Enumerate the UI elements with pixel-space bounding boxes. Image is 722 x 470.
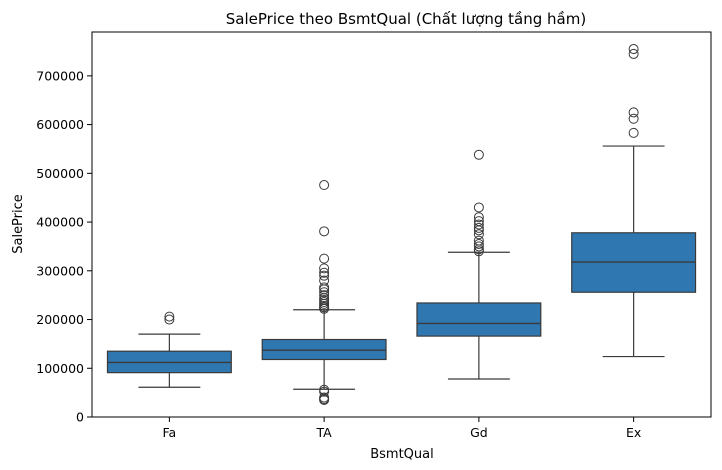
outlier-point bbox=[319, 282, 330, 293]
iqr-box bbox=[261, 338, 387, 361]
outlier-point bbox=[473, 149, 484, 160]
y-tick-label: 300000 bbox=[36, 263, 84, 278]
outlier-point bbox=[628, 113, 639, 124]
outlier-point bbox=[319, 226, 330, 237]
outlier-point bbox=[473, 241, 484, 252]
outlier-point bbox=[473, 238, 484, 249]
outlier-point bbox=[319, 392, 330, 403]
plot-area bbox=[106, 44, 697, 405]
outlier-point bbox=[628, 44, 639, 55]
y-tick-label: 700000 bbox=[36, 68, 84, 83]
x-tick-label: Fa bbox=[163, 425, 177, 440]
outlier-point bbox=[473, 212, 484, 223]
outlier-point bbox=[628, 107, 639, 118]
outlier-point bbox=[319, 263, 330, 274]
x-tick-label: Ex bbox=[626, 425, 641, 440]
chart-title: SalePrice theo BsmtQual (Chất lượng tầng… bbox=[226, 10, 586, 28]
outlier-point bbox=[164, 314, 175, 325]
outlier-point bbox=[319, 290, 330, 301]
y-tick-label: 600000 bbox=[36, 117, 84, 132]
box-Fa bbox=[106, 311, 232, 388]
outlier-point bbox=[319, 180, 330, 191]
outlier-point bbox=[473, 216, 484, 227]
outlier-point bbox=[319, 270, 330, 281]
y-tick-label: 100000 bbox=[36, 361, 84, 376]
y-tick-label: 400000 bbox=[36, 215, 84, 230]
outlier-point bbox=[319, 253, 330, 264]
outlier-point bbox=[473, 235, 484, 246]
outlier-point bbox=[473, 222, 484, 233]
x-tick-label: TA bbox=[316, 425, 333, 440]
y-tick-label: 500000 bbox=[36, 166, 84, 181]
plot-frame bbox=[91, 31, 712, 418]
outlier-point bbox=[319, 287, 330, 298]
outlier-point bbox=[628, 48, 639, 59]
outlier-point bbox=[319, 275, 330, 286]
box-Ex bbox=[571, 44, 697, 358]
x-axis-label: BsmtQual bbox=[370, 447, 434, 462]
outlier-point bbox=[319, 384, 330, 395]
y-axis-label: SalePrice bbox=[11, 194, 26, 254]
box-Gd bbox=[416, 149, 542, 380]
outlier-point bbox=[473, 202, 484, 213]
outlier-point bbox=[164, 311, 175, 322]
outlier-point bbox=[628, 127, 639, 138]
y-tick-label: 200000 bbox=[36, 312, 84, 327]
iqr-box bbox=[416, 302, 542, 337]
box-TA bbox=[261, 180, 387, 405]
outlier-point bbox=[473, 229, 484, 240]
y-tick-label: 0 bbox=[76, 410, 84, 425]
outlier-point bbox=[319, 267, 330, 278]
outlier-point bbox=[473, 219, 484, 230]
x-tick-label: Gd bbox=[470, 425, 488, 440]
